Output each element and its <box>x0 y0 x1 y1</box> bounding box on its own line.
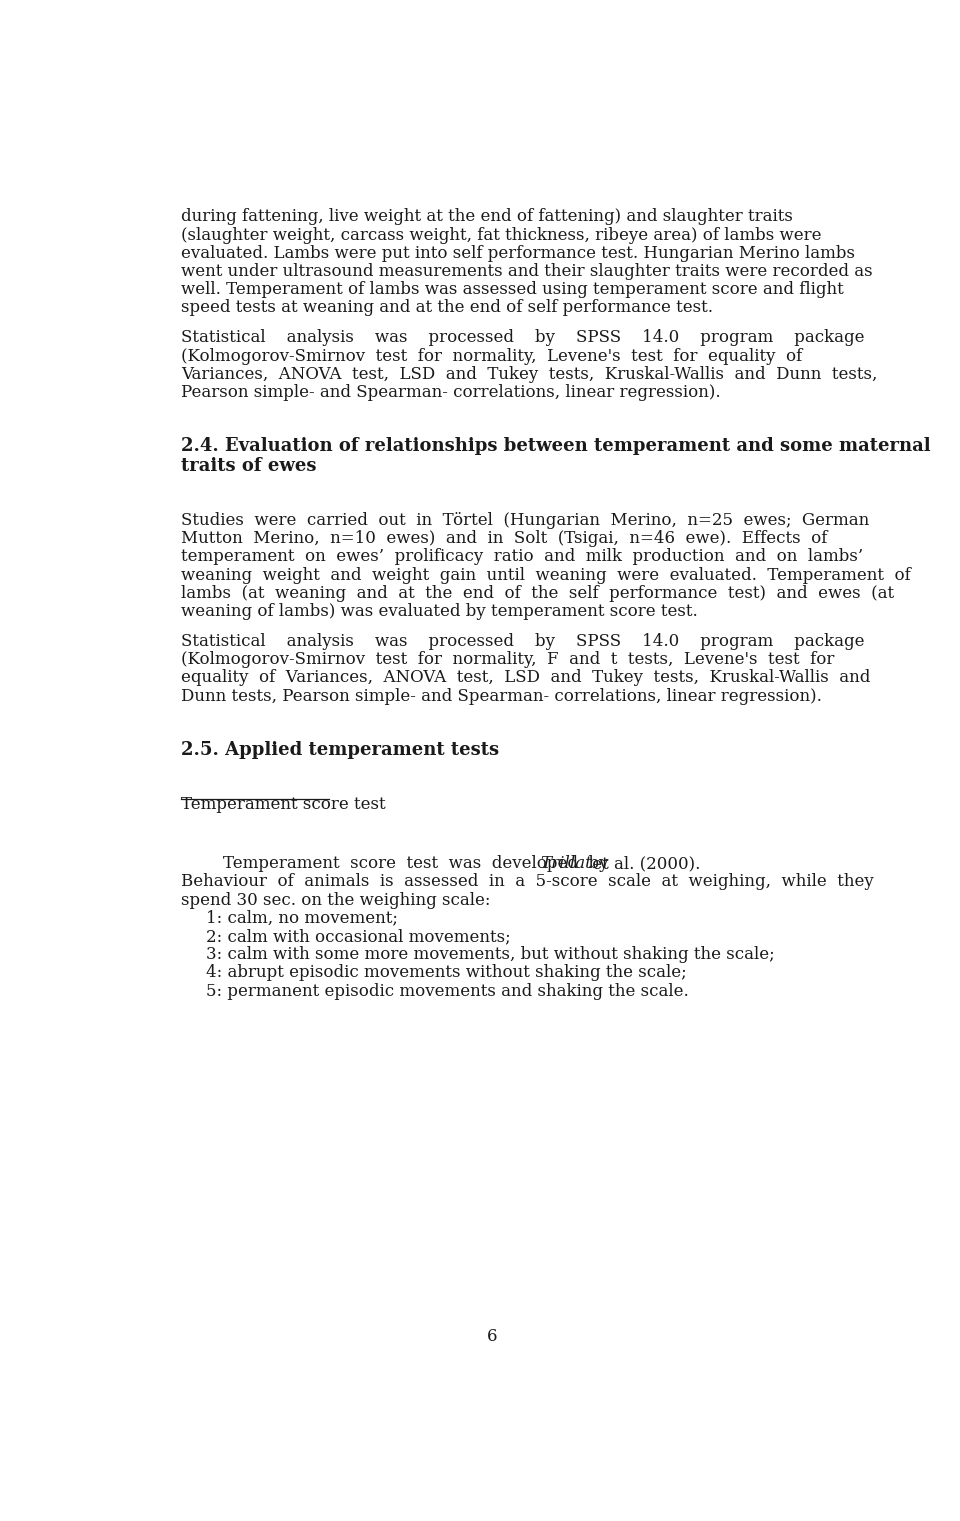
Text: Temperament  score  test  was  developed  by: Temperament score test was developed by <box>181 855 619 872</box>
Text: evaluated. Lambs were put into self performance test. Hungarian Merino lambs: evaluated. Lambs were put into self perf… <box>181 245 855 262</box>
Text: Studies  were  carried  out  in  Törtel  (Hungarian  Merino,  n=25  ewes;  Germa: Studies were carried out in Törtel (Hung… <box>181 513 869 529</box>
Text: well. Temperament of lambs was assessed using temperament score and flight: well. Temperament of lambs was assessed … <box>181 281 844 298</box>
Text: weaning  weight  and  weight  gain  until  weaning  were  evaluated.  Temperamen: weaning weight and weight gain until wea… <box>181 567 911 584</box>
Text: 2: calm with occasional movements;: 2: calm with occasional movements; <box>205 928 510 945</box>
Text: traits of ewes: traits of ewes <box>181 458 317 475</box>
Text: speed tests at weaning and at the end of self performance test.: speed tests at weaning and at the end of… <box>181 300 713 316</box>
Text: Pearson simple- and Spearman- correlations, linear regression).: Pearson simple- and Spearman- correlatio… <box>181 383 721 402</box>
Text: 6: 6 <box>487 1328 497 1345</box>
Text: 3: calm with some more movements, but without shaking the scale;: 3: calm with some more movements, but wi… <box>205 946 774 963</box>
Text: weaning of lambs) was evaluated by temperament score test.: weaning of lambs) was evaluated by tempe… <box>181 604 698 621</box>
Text: Dunn tests, Pearson simple- and Spearman- correlations, linear regression).: Dunn tests, Pearson simple- and Spearman… <box>181 687 822 704</box>
Text: temperament  on  ewes’  prolificacy  ratio  and  milk  production  and  on  lamb: temperament on ewes’ prolificacy ratio a… <box>181 549 863 566</box>
Text: Mutton  Merino,  n=10  ewes)  and  in  Solt  (Tsigai,  n=46  ewe).  Effects  of: Mutton Merino, n=10 ewes) and in Solt (T… <box>181 531 828 548</box>
Text: Behaviour  of  animals  is  assessed  in  a  5-score  scale  at  weighing,  whil: Behaviour of animals is assessed in a 5-… <box>181 873 874 890</box>
Text: Variances,  ANOVA  test,  LSD  and  Tukey  tests,  Kruskal-Wallis  and  Dunn  te: Variances, ANOVA test, LSD and Tukey tes… <box>181 365 877 383</box>
Text: 4: abrupt episodic movements without shaking the scale;: 4: abrupt episodic movements without sha… <box>205 964 686 981</box>
Text: Statistical    analysis    was    processed    by    SPSS    14.0    program    : Statistical analysis was processed by SP… <box>181 330 865 347</box>
Text: during fattening, live weight at the end of fattening) and slaughter traits: during fattening, live weight at the end… <box>181 208 793 225</box>
Text: 2.5. Applied temperament tests: 2.5. Applied temperament tests <box>181 741 499 759</box>
Text: Statistical    analysis    was    processed    by    SPSS    14.0    program    : Statistical analysis was processed by SP… <box>181 633 865 649</box>
Text: went under ultrasound measurements and their slaughter traits were recorded as: went under ultrasound measurements and t… <box>181 263 873 280</box>
Text: equality  of  Variances,  ANOVA  test,  LSD  and  Tukey  tests,  Kruskal-Wallis : equality of Variances, ANOVA test, LSD a… <box>181 669 871 686</box>
Text: lambs  (at  weaning  and  at  the  end  of  the  self  performance  test)  and  : lambs (at weaning and at the end of the … <box>181 586 894 602</box>
Text: (slaughter weight, carcass weight, fat thickness, ribeye area) of lambs were: (slaughter weight, carcass weight, fat t… <box>181 227 822 243</box>
Text: Temperament score test: Temperament score test <box>181 795 386 812</box>
Text: Trillat: Trillat <box>540 855 592 872</box>
Text: 1: calm, no movement;: 1: calm, no movement; <box>205 910 397 926</box>
Text: (Kolmogorov-Smirnov  test  for  normality,  Levene's  test  for  equality  of: (Kolmogorov-Smirnov test for normality, … <box>181 348 803 365</box>
Text: spend 30 sec. on the weighing scale:: spend 30 sec. on the weighing scale: <box>181 891 491 908</box>
Text: (Kolmogorov-Smirnov  test  for  normality,  F  and  t  tests,  Levene's  test  f: (Kolmogorov-Smirnov test for normality, … <box>181 651 834 668</box>
Text: et al. (2000).: et al. (2000). <box>587 855 700 872</box>
Text: 2.4. Evaluation of relationships between temperament and some maternal: 2.4. Evaluation of relationships between… <box>181 438 930 455</box>
Text: 5: permanent episodic movements and shaking the scale.: 5: permanent episodic movements and shak… <box>205 983 688 999</box>
